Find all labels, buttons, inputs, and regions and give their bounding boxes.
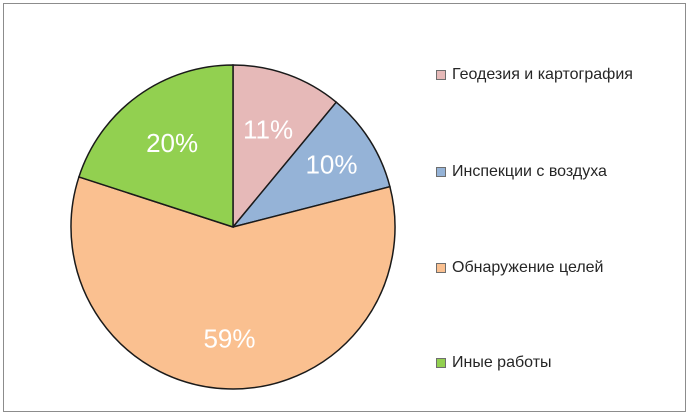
slice-label-other: 20% bbox=[146, 128, 198, 158]
legend-item-targets: Обнаружение целей bbox=[436, 259, 603, 277]
legend-swatch-geodesy bbox=[436, 70, 446, 80]
pie-slice-targets bbox=[70, 175, 396, 390]
legend-label-geodesy: Геодезия и картография bbox=[452, 66, 633, 83]
legend-swatch-inspections bbox=[436, 167, 446, 177]
legend-label-inspections: Инспекции с воздуха bbox=[452, 163, 607, 180]
legend-item-other: Иные работы bbox=[436, 354, 552, 372]
slice-label-inspections: 10% bbox=[305, 150, 357, 180]
legend-swatch-targets bbox=[436, 263, 446, 273]
pie-slice-other bbox=[77, 64, 234, 229]
legend-item-inspections: Инспекции с воздуха bbox=[436, 163, 607, 181]
pie-slice-inspections bbox=[230, 101, 391, 229]
legend-label-targets: Обнаружение целей bbox=[452, 259, 604, 276]
slice-label-geodesy: 11% bbox=[243, 114, 293, 144]
legend-swatch-other bbox=[436, 358, 446, 368]
legend-item-geodesy: Геодезия и картография bbox=[436, 66, 633, 84]
pie-slice-geodesy bbox=[232, 64, 338, 230]
legend-label-other: Иные работы bbox=[452, 354, 552, 371]
slice-label-targets: 59% bbox=[203, 324, 255, 354]
